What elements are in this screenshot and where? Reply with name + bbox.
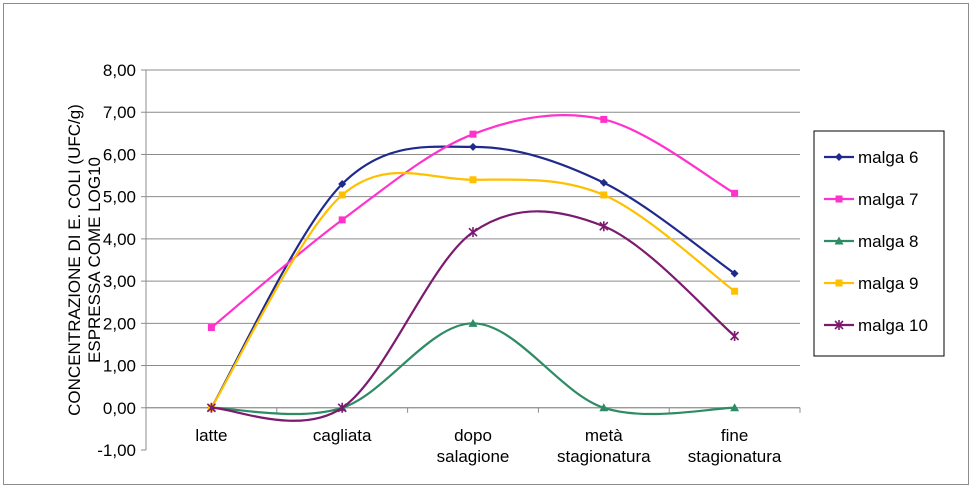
y-tick-label: 6,00: [103, 145, 136, 164]
x-tick-label: latte: [195, 426, 227, 445]
data-point: [468, 318, 478, 327]
legend-label: malga 7: [858, 190, 918, 209]
series-4: [207, 171, 739, 412]
x-tick-label: metà stagionatura: [557, 426, 651, 466]
data-point: [730, 269, 739, 278]
y-tick-label: 2,00: [103, 314, 136, 333]
legend-label: malga 6: [858, 148, 918, 167]
legend-label: malga 10: [858, 316, 928, 335]
series-line: [210, 145, 736, 409]
data-point: [337, 402, 347, 413]
legend-label: malga 9: [858, 274, 918, 293]
legend-label: malga 8: [858, 232, 918, 251]
legend-item: malga 9: [824, 274, 918, 293]
legend-marker: [835, 153, 843, 161]
legend-marker: [834, 236, 844, 245]
x-tick-label: cagliata: [313, 426, 372, 445]
data-point: [207, 324, 215, 332]
data-point: [599, 178, 608, 187]
data-point: [731, 189, 739, 197]
legend-item: malga 8: [824, 232, 918, 251]
legend-item: malga 6: [824, 148, 918, 167]
data-point: [600, 115, 608, 123]
data-point: [338, 216, 346, 224]
axes: 8,00 7,00 6,00 5,00 4,00 3,00 2,00 1,00 0,00 -1,0…: [97, 61, 801, 466]
data-point: [469, 176, 477, 184]
data-point: [599, 221, 609, 232]
data-point: [469, 130, 477, 138]
data-point: [469, 142, 477, 151]
x-tick-label: fine stagionatura: [688, 426, 782, 466]
legend-marker: [835, 195, 843, 203]
data-point: [206, 402, 216, 413]
gridlines: [146, 69, 800, 409]
series-line: [211, 210, 736, 422]
series-3: [206, 318, 740, 416]
y-tick-label: 3,00: [103, 272, 136, 291]
data-point: [730, 403, 740, 412]
series-line: [211, 322, 735, 416]
data-point: [338, 180, 347, 188]
legend: malga 6 malga 7 malga 8 malga 9 malga 10: [813, 130, 945, 357]
series-2: [207, 114, 739, 332]
y-tick-label: 8,00: [103, 61, 136, 80]
data-point: [338, 191, 346, 199]
data-point: [599, 403, 609, 412]
y-tick-label: 0,00: [103, 399, 136, 418]
y-tick-label: 4,00: [103, 230, 136, 249]
y-axis-title: CONCENTRAZIONE DI E. COLI (UFC/g)ESPRESS…: [65, 104, 104, 416]
y-tick-label: -1,00: [97, 441, 136, 460]
legend-marker: [834, 320, 844, 330]
y-axis-label: CONCENTRAZIONE DI E. COLI (UFC/g)ESPRESS…: [65, 104, 104, 416]
data-point: [600, 191, 608, 199]
data-point: [731, 287, 739, 295]
series-5: [206, 210, 740, 422]
legend-marker: [835, 279, 843, 287]
y-tick-label: 7,00: [103, 103, 136, 122]
data-point: [730, 331, 740, 341]
data-point: [468, 227, 478, 238]
x-tick-label: dopo salagione: [437, 426, 510, 466]
legend-item: malga 10: [824, 316, 928, 335]
y-tick-label: 5,00: [103, 188, 136, 207]
y-tick-label: 1,00: [103, 357, 136, 376]
chart-frame: [3, 3, 969, 485]
legend-item: malga 7: [824, 190, 918, 209]
series-line: [210, 171, 736, 409]
series-lines: [206, 114, 740, 422]
